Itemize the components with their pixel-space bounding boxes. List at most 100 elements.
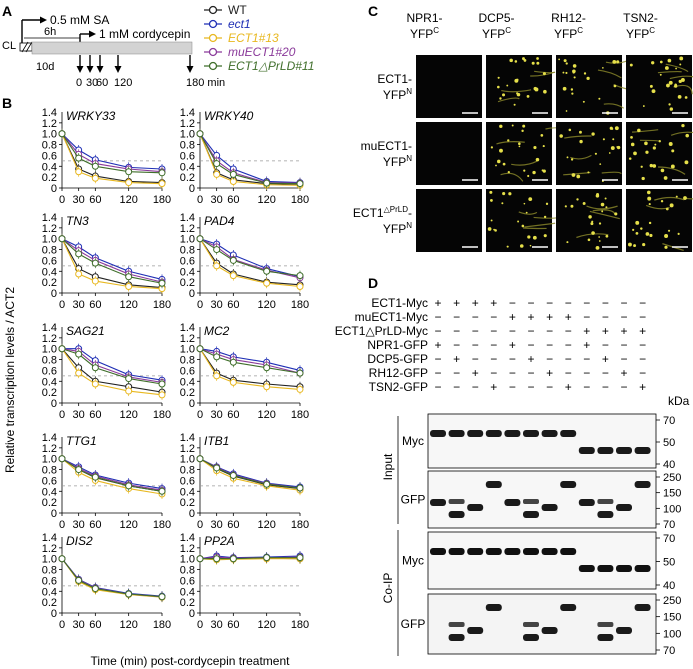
fluorescent-granule	[677, 232, 680, 235]
marker-label: 250	[663, 595, 681, 607]
x-tick-label: 0	[59, 619, 65, 631]
protein-band	[560, 604, 577, 611]
chart-title: PP2A	[204, 534, 235, 548]
y-tick-label: 0	[51, 398, 57, 410]
protein-band	[523, 634, 539, 641]
panel-label-b: B	[2, 95, 12, 111]
fluorescent-granule	[654, 143, 657, 146]
cell-outline	[500, 172, 524, 182]
x-tick-label: 180	[291, 194, 309, 206]
data-point	[263, 179, 271, 187]
timeline-break-slash-1	[21, 41, 29, 53]
sa-arrowhead	[40, 16, 47, 24]
protein-band	[485, 481, 502, 488]
condition-cell: −	[639, 366, 646, 380]
y-tick-label: 0.2	[180, 597, 195, 609]
fluorescent-granule	[602, 138, 605, 141]
fluorescent-granule	[566, 241, 569, 244]
fluorescent-granule	[489, 190, 493, 194]
condition-cell: −	[490, 324, 497, 338]
cell-outline	[530, 71, 555, 77]
marker-label: 50	[663, 557, 675, 569]
fluorescent-granule	[562, 71, 565, 74]
condition-cell: +	[602, 352, 609, 366]
x-tick-label: 60	[227, 409, 239, 421]
fluorescent-granule	[579, 139, 583, 144]
condition-cell: −	[472, 310, 479, 324]
fluorescent-granule	[506, 245, 509, 248]
fluorescent-granule	[572, 64, 577, 68]
condition-cell: −	[546, 296, 553, 310]
fluorescent-granule	[571, 173, 576, 177]
fluorescent-granule	[616, 146, 619, 148]
fluorescent-granule	[664, 66, 669, 70]
y-tick-label: 0.8	[180, 355, 195, 367]
chart-mc2: MC2 00.20.40.60.81.01.21.4 0 30 60 120 180	[180, 322, 309, 421]
fluorescent-granule	[649, 84, 653, 88]
fluorescent-granule	[527, 174, 530, 178]
time-point-label: 60	[96, 77, 108, 89]
y-tick-label: 1.4	[180, 212, 195, 224]
text-part: N	[406, 87, 412, 96]
fluorescent-granule	[670, 164, 675, 169]
cell-outline	[511, 160, 538, 166]
protein-band	[448, 548, 465, 555]
fluorescent-granule	[490, 146, 494, 149]
kda-label: kDa	[668, 394, 690, 408]
micrograph-panel	[486, 122, 552, 185]
fluorescent-granule	[651, 89, 656, 94]
x-tick-label: 120	[257, 619, 275, 631]
protein-band	[541, 627, 558, 634]
y-tick-label: 0.2	[42, 387, 57, 399]
cell-outline	[524, 222, 556, 228]
data-point	[229, 378, 237, 386]
fluorescent-granule	[576, 174, 581, 179]
cell-outline	[669, 75, 693, 80]
x-tick-label: 0	[197, 619, 203, 631]
legend-marker	[208, 61, 218, 71]
data-point	[263, 279, 271, 287]
panel-c-bifc: NPR1-YFPCDCP5-YFPCRH12-YFPCTSN2-YFPCECT1…	[353, 11, 693, 252]
y-tick-label: 1.0	[42, 554, 57, 566]
x-tick-label: 0	[197, 299, 203, 311]
text-part: -	[408, 206, 412, 220]
y-tick-label: 0	[51, 288, 57, 300]
protein-band	[467, 548, 484, 555]
protein-band	[616, 627, 632, 634]
y-tick-label: 1.0	[180, 129, 195, 141]
condition-cell: +	[509, 310, 516, 324]
x-tick-label: 30	[211, 409, 223, 421]
condition-cell: −	[620, 296, 627, 310]
protein-band	[578, 499, 595, 506]
y-tick-label: 1.2	[42, 443, 57, 455]
data-point	[263, 554, 271, 562]
condition-cell: −	[546, 352, 553, 366]
cell-outline	[665, 63, 689, 73]
protein-band	[560, 548, 577, 555]
fluorescent-granule	[513, 103, 516, 106]
fluorescent-granule	[518, 145, 521, 148]
marker-label: 40	[663, 580, 675, 592]
time-point-arrowhead	[76, 66, 84, 73]
protein-band	[448, 430, 465, 437]
protein-band	[597, 622, 614, 627]
fluorescent-granule	[678, 79, 682, 83]
y-tick-label: 0.6	[180, 255, 195, 267]
condition-cell: −	[639, 352, 646, 366]
fluorescent-granule	[644, 141, 648, 146]
fluorescent-granule	[685, 133, 689, 138]
condition-cell: −	[602, 366, 609, 380]
condition-cell: +	[620, 366, 627, 380]
fluorescent-granule	[527, 235, 531, 239]
data-point	[58, 130, 66, 138]
timeline-bar	[31, 41, 193, 55]
y-tick-label: 0	[189, 398, 195, 410]
fluorescent-granule	[651, 61, 655, 65]
y-tick-label: 0.4	[42, 161, 57, 173]
marker-label: 150	[663, 488, 681, 500]
fluorescent-granule	[671, 149, 675, 153]
condition-cell: −	[639, 296, 646, 310]
data-point	[75, 576, 83, 584]
protein-band	[634, 447, 651, 454]
fluorescent-granule	[605, 206, 608, 209]
